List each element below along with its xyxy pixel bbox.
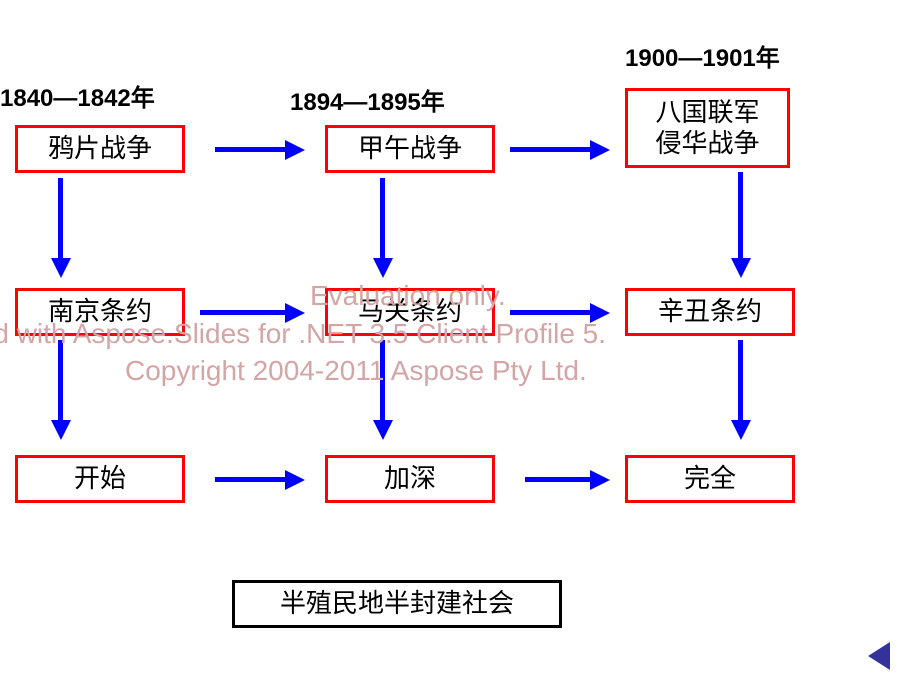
- conclusion-text: 半殖民地半封建社会: [280, 588, 514, 619]
- box-treaty-3: 辛丑条约: [625, 288, 795, 336]
- watermark-line-3: Copyright 2004-2011 Aspose Pty Ltd.: [125, 355, 587, 387]
- stage-2-text: 加深: [384, 463, 436, 494]
- date-label-1: 1840—1842年: [0, 78, 155, 113]
- war-2-text: 甲午战争: [358, 133, 462, 164]
- watermark-line-1: Evaluation only.: [310, 280, 506, 312]
- box-stage-3: 完全: [625, 455, 795, 503]
- box-stage-2: 加深: [325, 455, 495, 503]
- nav-back-icon[interactable]: [868, 642, 890, 670]
- box-war-3: 八国联军 侵华战争: [625, 88, 790, 168]
- war-3-text: 八国联军 侵华战争: [655, 97, 759, 159]
- treaty-3-text: 辛丑条约: [658, 296, 762, 327]
- box-war-1: 鸦片战争: [15, 125, 185, 173]
- date-label-3: 1900—1901年: [625, 38, 780, 73]
- watermark-line-2: ted with Aspose.Slides for .NET 3.5 Clie…: [0, 318, 606, 350]
- date-label-2: 1894—1895年: [290, 82, 445, 117]
- stage-3-text: 完全: [684, 463, 736, 494]
- war-1-text: 鸦片战争: [48, 133, 152, 164]
- box-war-2: 甲午战争: [325, 125, 495, 173]
- stage-1-text: 开始: [74, 463, 126, 494]
- box-conclusion: 半殖民地半封建社会: [232, 580, 562, 628]
- box-stage-1: 开始: [15, 455, 185, 503]
